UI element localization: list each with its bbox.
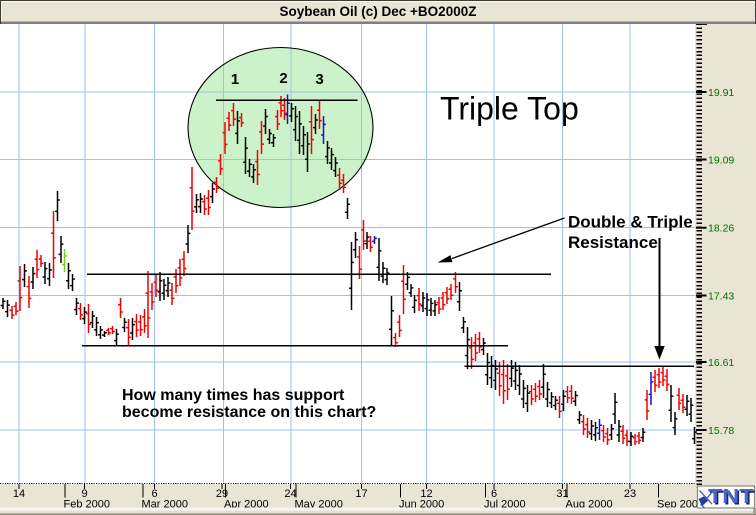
svg-text:15.78: 15.78 xyxy=(708,425,734,437)
svg-text:1: 1 xyxy=(231,71,239,88)
svg-text:Soybean Oil (c) Dec +BO2000Z: Soybean Oil (c) Dec +BO2000Z xyxy=(280,4,477,19)
svg-text:16.61: 16.61 xyxy=(708,357,734,369)
svg-text:19.91: 19.91 xyxy=(708,87,734,99)
svg-text:12: 12 xyxy=(420,488,432,500)
svg-text:6: 6 xyxy=(151,488,157,500)
svg-text:How many times has support: How many times has support xyxy=(122,387,345,404)
svg-text:Triple Top: Triple Top xyxy=(440,91,579,127)
svg-text:6: 6 xyxy=(491,488,497,500)
svg-text:17: 17 xyxy=(355,488,367,500)
svg-text:9: 9 xyxy=(81,488,87,500)
svg-text:19.09: 19.09 xyxy=(708,155,734,167)
svg-text:14: 14 xyxy=(13,488,25,500)
svg-text:Resistance: Resistance xyxy=(568,233,658,252)
svg-text:18.26: 18.26 xyxy=(708,223,734,235)
svg-text:29: 29 xyxy=(216,488,228,500)
svg-text:31: 31 xyxy=(556,488,568,500)
svg-text:TNT: TNT xyxy=(708,486,754,508)
svg-text:2: 2 xyxy=(279,70,287,87)
svg-text:3: 3 xyxy=(315,71,323,88)
svg-text:24: 24 xyxy=(284,488,296,500)
svg-text:17.43: 17.43 xyxy=(708,291,734,303)
svg-text:become resistance on this char: become resistance on this chart? xyxy=(122,404,376,421)
svg-text:23: 23 xyxy=(624,488,636,500)
svg-text:TNT: TNT xyxy=(710,488,756,510)
svg-text:Double & Triple: Double & Triple xyxy=(568,213,693,232)
